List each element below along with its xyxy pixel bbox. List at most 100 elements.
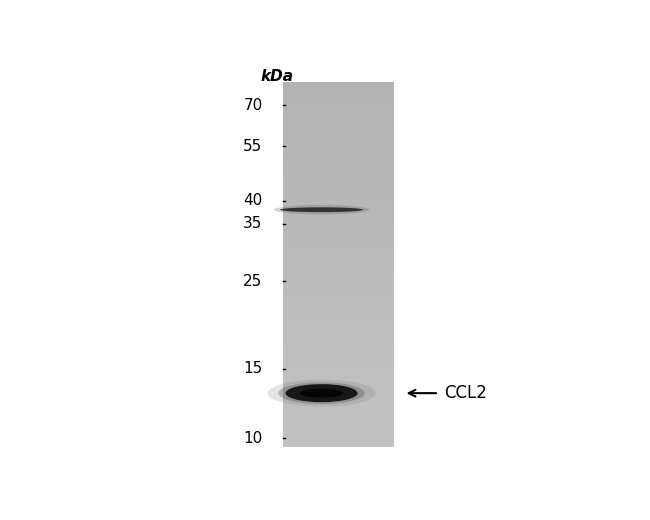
Bar [283,260,393,261]
Bar [283,211,393,212]
Bar [283,115,393,116]
Bar [283,138,393,139]
Bar [283,392,393,393]
Bar [283,420,393,421]
Bar [283,439,393,441]
Bar [283,116,393,118]
Bar [283,329,393,330]
Bar [283,441,393,442]
Bar [283,324,393,326]
Bar [283,333,393,334]
Bar [283,146,393,147]
Bar [283,311,393,312]
Bar [283,236,393,237]
Bar [283,152,393,153]
Bar [283,203,393,204]
Bar [283,161,393,163]
Bar [283,443,393,445]
Bar [283,347,393,348]
Bar [283,345,393,346]
Bar [283,249,393,250]
Bar [283,237,393,238]
Bar [283,137,393,138]
Bar [283,297,393,298]
Bar [283,205,393,206]
Bar [283,395,393,396]
Bar [283,250,393,251]
Ellipse shape [268,380,376,407]
Bar [283,363,393,364]
Bar [283,251,393,252]
Bar [283,418,393,419]
Bar [283,183,393,185]
Bar [283,230,393,232]
Bar [283,143,393,145]
Bar [283,134,393,135]
Bar [283,358,393,359]
Bar [283,178,393,179]
Bar [283,97,393,98]
Bar [283,389,393,391]
Bar [283,87,393,88]
Bar [283,145,393,146]
Bar [283,136,393,137]
Bar [283,188,393,189]
Bar [283,355,393,356]
Bar [283,344,393,345]
Bar [283,222,393,223]
Bar [283,368,393,369]
Bar [283,99,393,101]
Bar [283,227,393,228]
Bar [283,193,393,194]
Bar [283,351,393,352]
Bar [283,276,393,277]
Bar [283,424,393,425]
Bar [283,192,393,193]
Bar [283,295,393,296]
Bar [283,428,393,430]
Bar [283,298,393,300]
Bar [283,182,393,183]
Text: 10: 10 [243,431,263,446]
Bar [283,167,393,168]
Bar [283,356,393,357]
Bar [283,417,393,418]
Bar [283,396,393,397]
Bar [283,245,393,246]
Bar [283,304,393,305]
Bar [283,373,393,374]
Bar [283,150,393,152]
Bar [283,442,393,443]
Bar [283,120,393,121]
Bar [283,322,393,323]
Bar [283,435,393,436]
Bar [283,269,393,271]
Bar [283,360,393,362]
Bar [283,223,393,225]
Bar [283,279,393,280]
Bar [283,229,393,230]
Bar [283,261,393,262]
Bar [283,209,393,210]
Bar [283,411,393,413]
Bar [283,308,393,309]
Bar [283,305,393,306]
Bar [283,168,393,170]
Bar [283,85,393,86]
Bar [283,293,393,294]
Bar [283,153,393,154]
Bar [283,445,393,446]
Bar [283,147,393,148]
Bar [283,379,393,380]
Bar [283,364,393,366]
Bar [283,273,393,275]
Bar [283,388,393,389]
Bar [283,330,393,331]
Bar [283,159,393,160]
Bar [283,427,393,428]
Bar [283,349,393,351]
Bar [283,135,393,136]
Bar [283,380,393,381]
Bar [283,312,393,313]
Bar [283,393,393,395]
